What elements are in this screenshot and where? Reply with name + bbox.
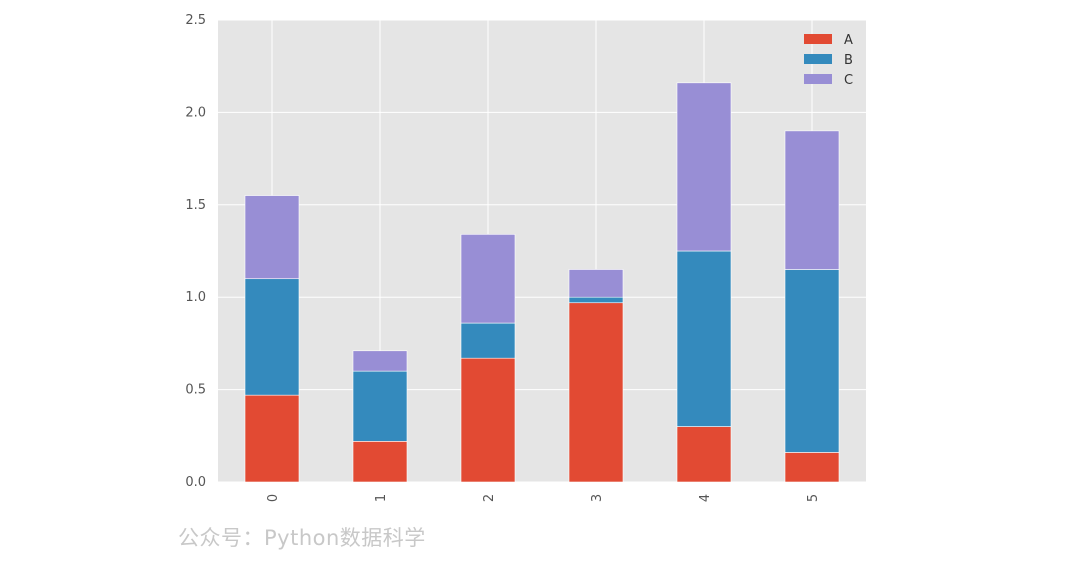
bar-B-5 bbox=[784, 269, 840, 453]
bar-C-4 bbox=[676, 82, 732, 252]
x-tick-label: 2 bbox=[482, 494, 497, 502]
y-tick-label: 1.0 bbox=[185, 290, 206, 305]
bar-A-1 bbox=[352, 441, 408, 483]
legend-swatch-C bbox=[804, 74, 832, 84]
legend-label-A: A bbox=[844, 33, 853, 48]
y-tick-label: 2.0 bbox=[185, 105, 206, 120]
x-tick-label: 4 bbox=[698, 494, 713, 502]
bar-A-2 bbox=[460, 357, 516, 483]
bar-C-0 bbox=[244, 195, 300, 280]
watermark-text: 公众号：Python数据科学 bbox=[178, 526, 426, 550]
x-tick-label: 5 bbox=[806, 494, 821, 502]
bar-A-5 bbox=[784, 452, 840, 483]
bar-C-3 bbox=[568, 269, 624, 298]
bar-B-3 bbox=[568, 296, 624, 304]
legend-label-B: B bbox=[844, 53, 853, 68]
bars bbox=[244, 82, 840, 483]
x-tick-label: 0 bbox=[266, 494, 281, 502]
bar-C-2 bbox=[460, 234, 516, 324]
bar-A-0 bbox=[244, 394, 300, 483]
x-axis-ticks: 0 1 2 3 4 5 bbox=[266, 494, 821, 502]
y-tick-label: 2.5 bbox=[185, 13, 206, 28]
y-tick-label: 1.5 bbox=[185, 198, 206, 213]
y-axis-ticks: 0.0 0.5 1.0 1.5 2.0 2.5 bbox=[185, 13, 206, 490]
legend: ABC bbox=[804, 33, 853, 88]
bar-A-3 bbox=[568, 302, 624, 483]
bar-B-4 bbox=[676, 250, 732, 427]
bar-C-1 bbox=[352, 350, 408, 372]
bar-B-0 bbox=[244, 278, 300, 396]
legend-label-C: C bbox=[844, 73, 853, 88]
x-tick-label: 3 bbox=[590, 494, 605, 502]
plot-background bbox=[218, 20, 866, 482]
bar-C-5 bbox=[784, 130, 840, 270]
x-tick-label: 1 bbox=[374, 494, 389, 502]
legend-swatch-B bbox=[804, 54, 832, 64]
bar-A-4 bbox=[676, 426, 732, 483]
y-tick-label: 0.5 bbox=[185, 383, 206, 398]
y-tick-label: 0.0 bbox=[185, 475, 206, 490]
legend-swatch-A bbox=[804, 34, 832, 44]
bar-B-2 bbox=[460, 322, 516, 359]
bar-B-1 bbox=[352, 370, 408, 442]
